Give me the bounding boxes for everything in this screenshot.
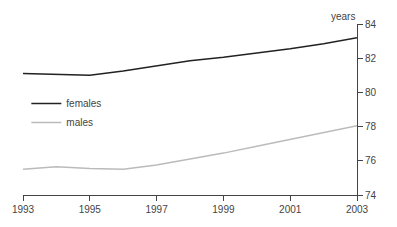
svg-text:2001: 2001 — [279, 204, 302, 215]
svg-text:1995: 1995 — [79, 204, 102, 215]
svg-text:80: 80 — [365, 87, 377, 98]
svg-text:males: males — [66, 117, 93, 128]
svg-text:74: 74 — [365, 190, 377, 201]
svg-text:82: 82 — [365, 53, 377, 64]
svg-text:76: 76 — [365, 155, 377, 166]
svg-text:years: years — [331, 11, 355, 22]
svg-text:1999: 1999 — [212, 204, 235, 215]
svg-text:84: 84 — [365, 19, 377, 30]
svg-text:78: 78 — [365, 121, 377, 132]
svg-text:1993: 1993 — [12, 204, 35, 215]
svg-text:1997: 1997 — [145, 204, 168, 215]
svg-text:2003: 2003 — [346, 204, 369, 215]
svg-text:females: females — [66, 98, 101, 109]
